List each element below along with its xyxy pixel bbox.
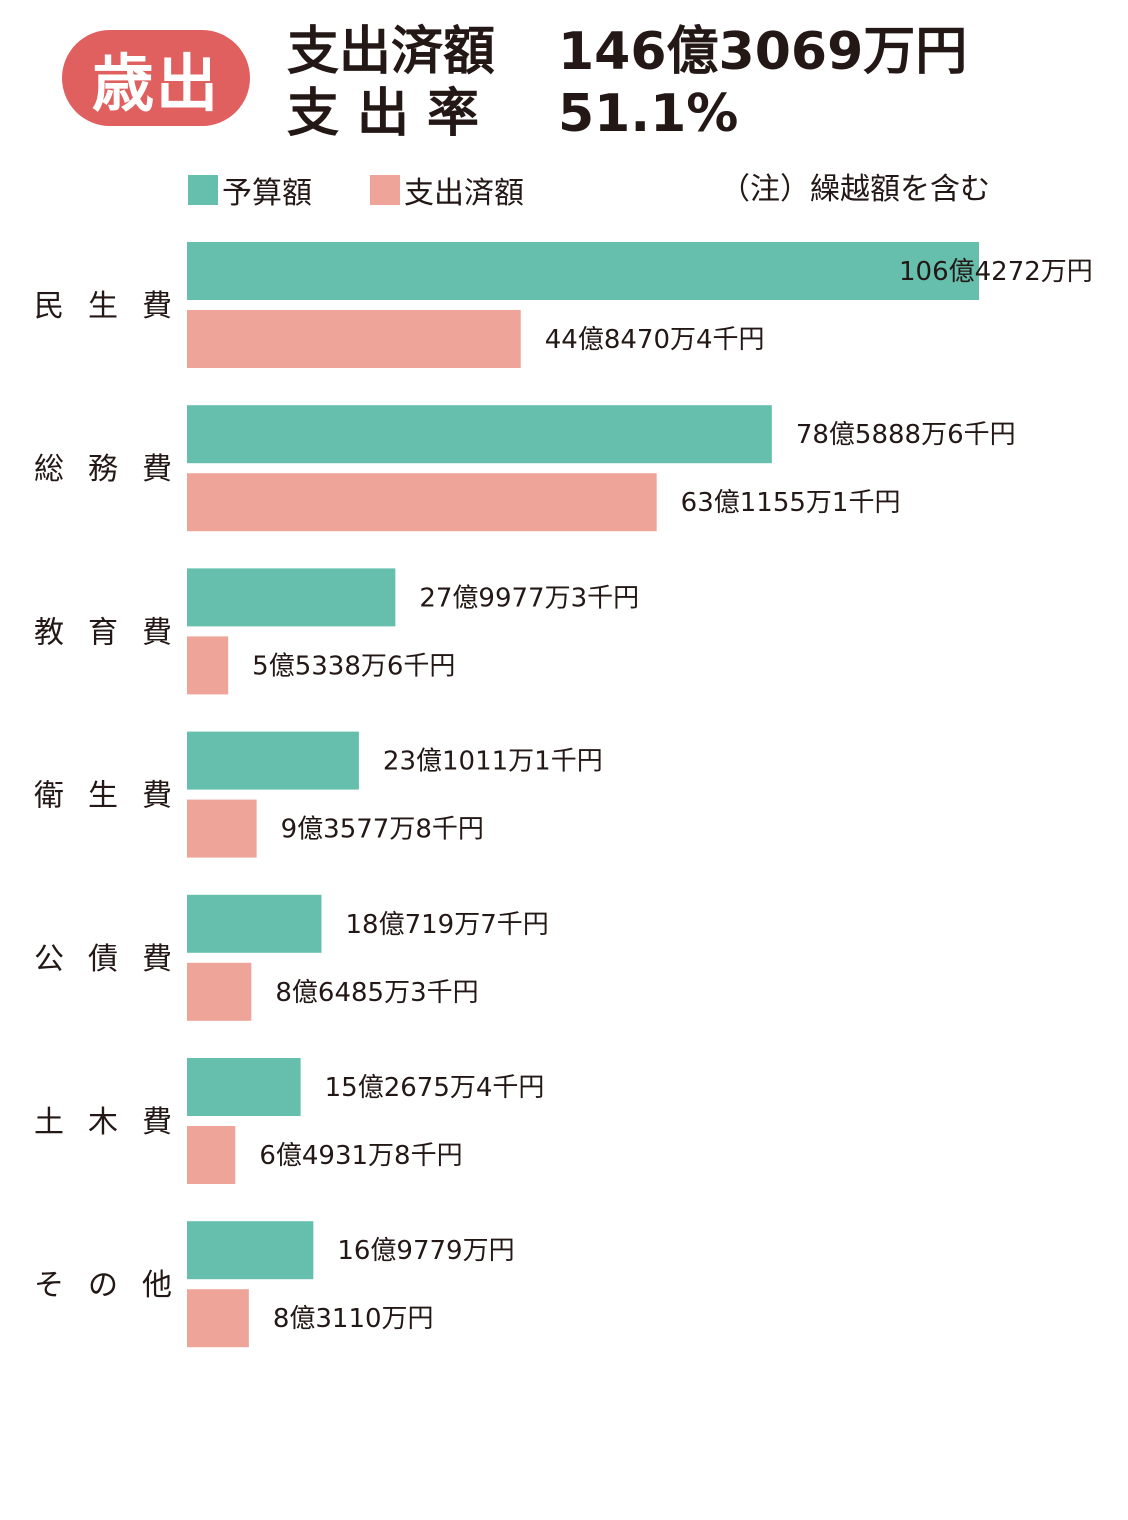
value-label-budget: 106億4272万円 xyxy=(899,257,1093,287)
legend-label-budget: 予算額 xyxy=(222,176,312,211)
value-label-spent: 8億3110万円 xyxy=(273,1304,434,1334)
category-label: 総務費 xyxy=(34,452,196,487)
value-label-budget: 23億1011万1千円 xyxy=(383,747,603,777)
bar-spent xyxy=(187,636,229,695)
value-label-budget: 15億2675万4千円 xyxy=(325,1073,545,1103)
bar-spent xyxy=(187,799,257,858)
chart-note: （注）繰越額を含む xyxy=(720,172,990,207)
value-label-spent: 44億8470万4千円 xyxy=(545,325,765,355)
value-label-spent: 5億5338万6千円 xyxy=(252,651,455,681)
expenditure-badge: 歳出 xyxy=(62,30,250,126)
bar-spent xyxy=(187,473,657,532)
value-label-budget: 27億9977万3千円 xyxy=(419,583,639,613)
bar-spent xyxy=(187,1126,236,1184)
spent-total-value: 146億3069万円 xyxy=(558,22,968,82)
legend-swatch-budget xyxy=(188,175,218,205)
value-label-spent: 63億1155万1千円 xyxy=(681,488,901,518)
spent-total-label: 支出済額 xyxy=(287,22,496,82)
legend-label-spent: 支出済額 xyxy=(404,176,524,211)
value-label-spent: 6億4931万8千円 xyxy=(259,1141,462,1171)
category-label: 土木費 xyxy=(34,1105,196,1140)
value-label-budget: 16億9779万円 xyxy=(337,1236,514,1266)
bar-budget xyxy=(187,405,772,464)
spend-rate-label: 支出率 xyxy=(287,84,498,144)
bar-budget xyxy=(187,731,359,790)
legend-item-budget: 予算額 xyxy=(188,168,312,212)
bar-budget xyxy=(187,242,979,300)
bar-budget xyxy=(187,568,396,627)
spend-rate-value: 51.1% xyxy=(558,84,739,144)
legend: 予算額 支出済額 （注）繰越額を含む xyxy=(188,168,990,212)
value-label-budget: 18億719万7千円 xyxy=(345,910,548,940)
category-label: 衛生費 xyxy=(34,779,196,814)
category-label: 公債費 xyxy=(34,942,196,977)
value-label-spent: 9億3577万8千円 xyxy=(281,815,484,845)
bar-spent xyxy=(187,310,521,368)
category-label: その他 xyxy=(34,1268,196,1303)
legend-swatch-spent xyxy=(370,175,400,205)
bar-spent xyxy=(187,962,252,1021)
legend-item-spent: 支出済額 xyxy=(370,168,524,212)
bar-budget xyxy=(187,894,322,953)
bar-budget xyxy=(187,1221,314,1280)
bar-spent xyxy=(187,1289,249,1348)
value-label-budget: 78億5888万6千円 xyxy=(796,420,1016,450)
value-label-spent: 8億6485万3千円 xyxy=(275,978,478,1008)
category-label: 教育費 xyxy=(34,615,196,650)
bar-budget xyxy=(187,1058,301,1116)
category-label: 民生費 xyxy=(34,289,196,324)
